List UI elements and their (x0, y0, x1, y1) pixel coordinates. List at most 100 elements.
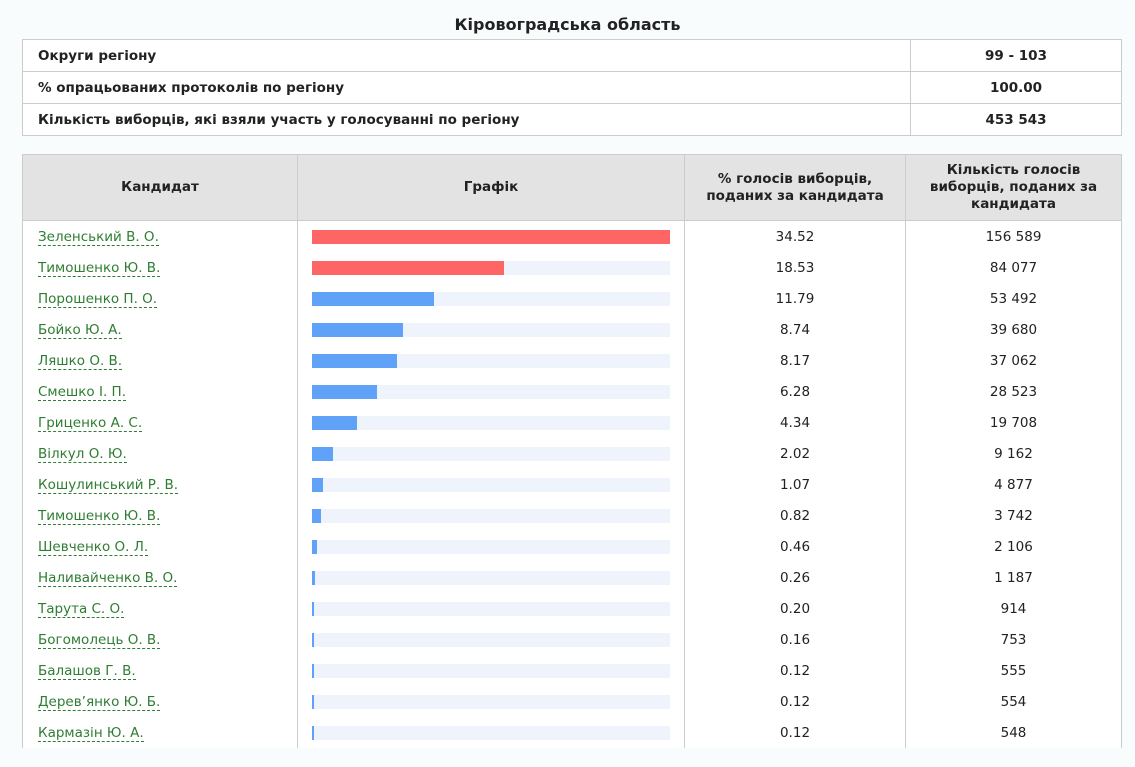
table-row: Гриценко А. С. 4.34 19 708 (22, 407, 1122, 438)
candidate-link[interactable]: Бойко Ю. А. (38, 321, 122, 339)
header-votes: Кількість голосів виборців, поданих за к… (905, 154, 1122, 221)
candidate-link[interactable]: Кошулинський Р. В. (38, 476, 179, 494)
bar-fill (312, 539, 317, 554)
bar-track (312, 384, 670, 399)
candidate-link[interactable]: Богомолець О. В. (38, 631, 161, 649)
percent-cell: 0.12 (684, 686, 906, 717)
votes-cell: 2 106 (905, 531, 1122, 562)
bar-track (312, 260, 670, 275)
percent-cell: 6.28 (684, 376, 906, 407)
bar-track (312, 508, 670, 523)
bar-fill (312, 601, 315, 616)
bar-fill (312, 322, 403, 337)
votes-cell: 554 (905, 686, 1122, 717)
candidate-link[interactable]: Кармазін Ю. А. (38, 724, 144, 742)
table-row: Балашов Г. В. 0.12 555 (22, 655, 1122, 686)
bar-fill (312, 415, 357, 430)
results-table: Кандидат Графік % голосів виборців, пода… (22, 154, 1122, 748)
table-row: Кармазін Ю. А. 0.12 548 (22, 717, 1122, 748)
table-row: Бойко Ю. А. 8.74 39 680 (22, 314, 1122, 345)
bar-track (312, 539, 670, 554)
candidate-link[interactable]: Дерев’янко Ю. Б. (38, 693, 161, 711)
bar-fill (312, 384, 378, 399)
bar-fill (312, 694, 315, 709)
candidate-link[interactable]: Порошенко П. О. (38, 290, 158, 308)
candidate-link[interactable]: Наливайченко В. О. (38, 569, 178, 587)
percent-cell: 18.53 (684, 252, 906, 283)
votes-cell: 53 492 (905, 283, 1122, 314)
candidate-link[interactable]: Ляшко О. В. (38, 352, 123, 370)
candidate-link[interactable]: Смешко І. П. (38, 383, 126, 401)
candidate-link[interactable]: Зеленський В. О. (38, 228, 159, 246)
summary-label: Округи регіону (22, 39, 911, 72)
candidate-link[interactable]: Тимошенко Ю. В. (38, 507, 161, 525)
bar-track (312, 477, 670, 492)
percent-cell: 11.79 (684, 283, 906, 314)
percent-cell: 0.20 (684, 593, 906, 624)
bar-track (312, 353, 670, 368)
bar-track (312, 725, 670, 740)
percent-cell: 0.12 (684, 655, 906, 686)
table-row: Кошулинський Р. В. 1.07 4 877 (22, 469, 1122, 500)
bar-fill (312, 353, 397, 368)
table-row: Вілкул О. Ю. 2.02 9 162 (22, 438, 1122, 469)
bar-track (312, 291, 670, 306)
votes-cell: 84 077 (905, 252, 1122, 283)
summary-value: 99 - 103 (910, 39, 1122, 72)
summary-value: 100.00 (910, 71, 1122, 104)
bar-fill (312, 570, 315, 585)
table-row: Шевченко О. Л. 0.46 2 106 (22, 531, 1122, 562)
table-row: Ляшко О. В. 8.17 37 062 (22, 345, 1122, 376)
candidate-link[interactable]: Вілкул О. Ю. (38, 445, 127, 463)
table-row: Смешко І. П. 6.28 28 523 (22, 376, 1122, 407)
bar-track (312, 632, 670, 647)
header-chart: Графік (297, 154, 685, 221)
votes-cell: 548 (905, 717, 1122, 748)
bar-fill (312, 632, 315, 647)
bar-fill (312, 446, 333, 461)
percent-cell: 0.46 (684, 531, 906, 562)
table-row: Тимошенко Ю. В. 0.82 3 742 (22, 500, 1122, 531)
percent-cell: 8.74 (684, 314, 906, 345)
votes-cell: 9 162 (905, 438, 1122, 469)
table-row: Наливайченко В. О. 0.26 1 187 (22, 562, 1122, 593)
percent-cell: 0.82 (684, 500, 906, 531)
header-candidate: Кандидат (22, 154, 298, 221)
votes-cell: 37 062 (905, 345, 1122, 376)
votes-cell: 914 (905, 593, 1122, 624)
bar-track (312, 322, 670, 337)
percent-cell: 34.52 (684, 220, 906, 252)
bar-track (312, 570, 670, 585)
region-summary-table: Округи регіону 99 - 103% опрацьованих про… (22, 39, 1122, 136)
table-row: Тимошенко Ю. В. 18.53 84 077 (22, 252, 1122, 283)
bar-track (312, 601, 670, 616)
bar-track (312, 446, 670, 461)
bar-fill (312, 663, 315, 678)
table-row: Дерев’янко Ю. Б. 0.12 554 (22, 686, 1122, 717)
page-title: Кіровоградська область (454, 15, 681, 34)
votes-cell: 753 (905, 624, 1122, 655)
summary-row: Округи регіону 99 - 103 (22, 39, 1122, 72)
summary-label: % опрацьованих протоколів по регіону (22, 71, 911, 104)
percent-cell: 0.16 (684, 624, 906, 655)
percent-cell: 0.26 (684, 562, 906, 593)
candidate-link[interactable]: Тимошенко Ю. В. (38, 259, 161, 277)
percent-cell: 1.07 (684, 469, 906, 500)
votes-cell: 28 523 (905, 376, 1122, 407)
votes-cell: 19 708 (905, 407, 1122, 438)
bar-fill (312, 229, 670, 244)
bar-fill (312, 291, 435, 306)
summary-row: Кількість виборців, які взяли участь у г… (22, 103, 1122, 136)
table-row: Тарута С. О. 0.20 914 (22, 593, 1122, 624)
bar-fill (312, 508, 321, 523)
summary-label: Кількість виборців, які взяли участь у г… (22, 103, 911, 136)
percent-cell: 2.02 (684, 438, 906, 469)
percent-cell: 8.17 (684, 345, 906, 376)
votes-cell: 1 187 (905, 562, 1122, 593)
candidate-link[interactable]: Балашов Г. В. (38, 662, 136, 680)
candidate-link[interactable]: Шевченко О. Л. (38, 538, 149, 556)
table-row: Богомолець О. В. 0.16 753 (22, 624, 1122, 655)
candidate-link[interactable]: Гриценко А. С. (38, 414, 143, 432)
candidate-link[interactable]: Тарута С. О. (38, 600, 125, 618)
votes-cell: 156 589 (905, 220, 1122, 252)
